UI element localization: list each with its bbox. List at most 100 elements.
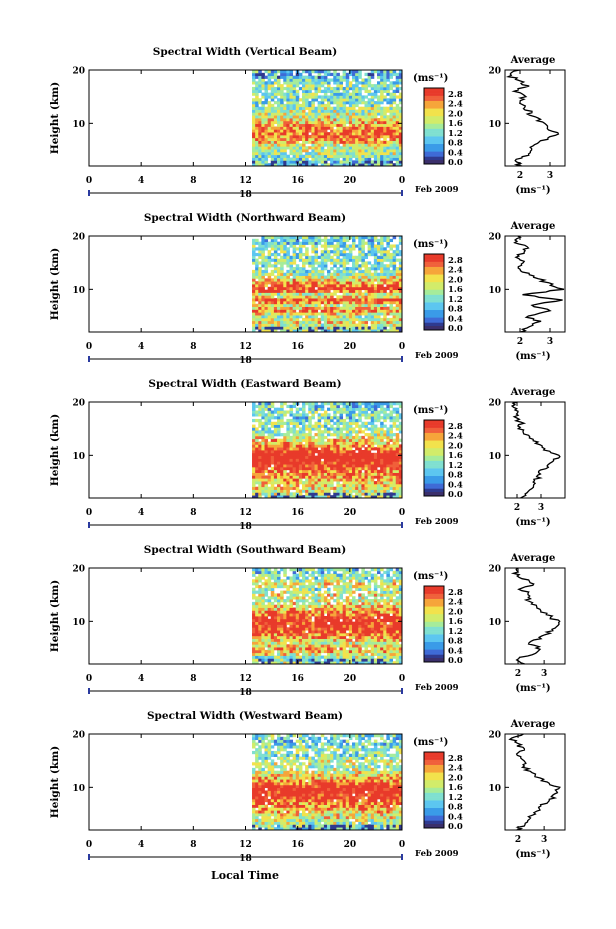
heatmap-cell — [361, 320, 365, 324]
heatmap-cell — [373, 92, 378, 96]
y-axis-label: Height (km) — [49, 414, 61, 486]
heatmap-cell — [348, 317, 353, 322]
heatmap-cell — [252, 292, 256, 296]
heatmap-cell — [320, 492, 325, 496]
heatmap-cell — [295, 424, 300, 428]
heatmap-cell — [311, 149, 315, 153]
heatmap-cell — [255, 469, 259, 473]
heatmap-cell — [295, 112, 300, 116]
heatmap-cell — [270, 269, 275, 274]
heatmap-cell — [352, 106, 356, 110]
heatmap-cell — [305, 146, 309, 150]
heatmap-cell — [277, 75, 281, 79]
heatmap-cell — [333, 89, 337, 93]
heatmap-cell — [327, 143, 331, 147]
heatmap-cell — [286, 163, 290, 167]
heatmap-cell — [302, 275, 306, 279]
heatmap-cell — [267, 255, 272, 259]
heatmap-cell — [348, 146, 353, 150]
heatmap-cell — [292, 84, 297, 88]
heatmap-cell — [270, 154, 275, 158]
heatmap-cell — [298, 441, 303, 445]
heatmap-cell — [311, 261, 315, 265]
heatmap-cell — [380, 317, 384, 322]
heatmap-cell — [261, 410, 265, 414]
colorbar-band — [424, 284, 444, 288]
heatmap-cell — [280, 244, 284, 248]
colorbar-band — [424, 148, 444, 152]
heatmap-cell — [286, 658, 290, 662]
heatmap-cell — [286, 424, 290, 428]
heatmap-cell — [355, 284, 359, 288]
heatmap-cell — [355, 132, 359, 136]
heatmap-cell — [348, 255, 353, 259]
heatmap-cell — [320, 143, 325, 147]
heatmap-cell — [377, 416, 381, 420]
heatmap-cell — [392, 447, 397, 451]
heatmap-cell — [283, 433, 287, 437]
heatmap-cell — [333, 252, 337, 257]
heatmap-cell — [317, 281, 322, 285]
heatmap-cell — [380, 329, 384, 333]
heatmap-cell — [280, 134, 284, 139]
heatmap-cell — [358, 438, 362, 442]
heatmap-cell — [330, 78, 334, 82]
heatmap-cell — [336, 464, 340, 468]
heatmap-cell — [336, 92, 340, 96]
heatmap-cell — [323, 75, 328, 79]
heatmap-cell — [395, 309, 400, 313]
heatmap-cell — [373, 430, 378, 434]
heatmap-cell — [308, 154, 312, 158]
heatmap-cell — [380, 661, 384, 665]
heatmap-cell — [339, 269, 344, 274]
heatmap-cell — [361, 250, 365, 254]
heatmap-cell — [258, 146, 262, 150]
heatmap-cell — [258, 143, 262, 147]
heatmap-cell — [283, 261, 287, 265]
heatmap-cell — [261, 134, 265, 139]
heatmap-cell — [342, 450, 347, 454]
heatmap-cell — [317, 151, 322, 156]
heatmap-cell — [336, 317, 340, 322]
heatmap-cell — [352, 303, 356, 307]
heatmap-cell — [345, 450, 350, 454]
heatmap-cell — [305, 647, 309, 651]
heatmap-cell — [361, 329, 365, 333]
heatmap-cell — [314, 275, 319, 279]
heatmap-cell — [395, 267, 400, 271]
heatmap-cell — [298, 241, 303, 245]
heatmap-cell — [320, 289, 325, 293]
heatmap-cell — [317, 461, 322, 465]
heatmap-cell — [373, 413, 378, 417]
heatmap-cell — [270, 410, 275, 414]
heatmap-cell — [320, 98, 325, 102]
heatmap-cell — [273, 151, 278, 156]
heatmap-cell — [292, 269, 297, 274]
heatmap-cell — [314, 317, 319, 322]
heatmap-cell — [311, 404, 315, 409]
heatmap-cell — [267, 317, 272, 322]
heatmap-cell — [264, 424, 269, 428]
x-tick-label: 16 — [291, 176, 304, 186]
heatmap-cell — [392, 320, 397, 324]
heatmap-cell — [398, 466, 403, 471]
heatmap-cell — [258, 300, 262, 305]
heatmap-cell — [317, 421, 322, 425]
colorbar-tick-label: 2.4 — [448, 266, 463, 276]
heatmap-cell — [252, 272, 256, 276]
heatmap-cell — [336, 238, 340, 243]
heatmap-cell — [252, 300, 256, 305]
chart-panel-1: Spectral Width (Vertical Beam)Height (km… — [49, 46, 566, 200]
heatmap-cell — [280, 86, 284, 91]
heatmap-cell — [292, 472, 297, 476]
heatmap-cell — [330, 163, 334, 167]
colorbar-band — [424, 153, 444, 157]
heatmap-cell — [333, 320, 337, 324]
heatmap-cell — [283, 292, 287, 296]
colorbar-band — [424, 460, 444, 464]
heatmap-cell — [398, 315, 403, 319]
heatmap-cell — [348, 250, 353, 254]
heatmap-cell — [398, 404, 403, 409]
heatmap-cell — [383, 444, 387, 448]
heatmap-cell — [355, 435, 359, 440]
